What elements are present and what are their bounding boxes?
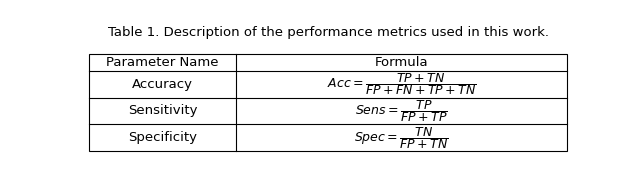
Bar (89, 54, 567, 151)
Text: Formula: Formula (375, 56, 428, 69)
Text: Table 1. Description of the performance metrics used in this work.: Table 1. Description of the performance … (108, 26, 548, 39)
Text: $\mathit{Acc} = \dfrac{\mathit{TP + TN}}{\mathit{FP + FN + TP + TN}}$: $\mathit{Acc} = \dfrac{\mathit{TP + TN}}… (327, 71, 477, 97)
Text: Accuracy: Accuracy (132, 78, 193, 91)
Text: Sensitivity: Sensitivity (128, 105, 197, 117)
Text: Parameter Name: Parameter Name (106, 56, 219, 69)
Text: $\mathit{Sens} = \dfrac{\mathit{TP}}{\mathit{FP + TP}}$: $\mathit{Sens} = \dfrac{\mathit{TP}}{\ma… (355, 98, 448, 124)
Text: Specificity: Specificity (128, 131, 197, 144)
Text: $\mathit{Spec} = \dfrac{\mathit{TN}}{\mathit{FP + TN}}$: $\mathit{Spec} = \dfrac{\mathit{TN}}{\ma… (354, 125, 449, 151)
